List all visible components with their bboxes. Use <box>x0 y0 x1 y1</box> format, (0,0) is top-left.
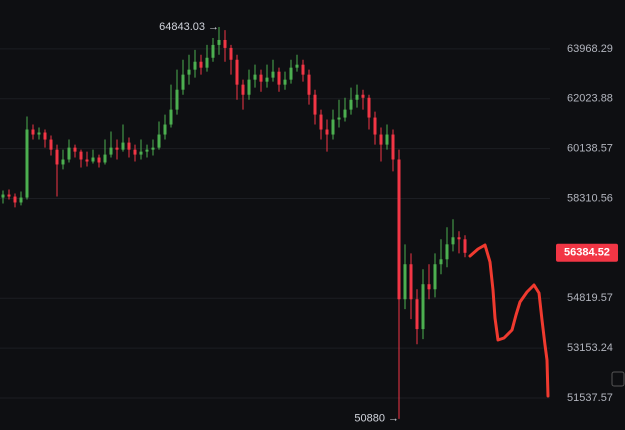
candle-body <box>31 129 35 135</box>
high-annotation: 64843.03 <box>159 21 205 33</box>
candle-body <box>103 154 107 163</box>
candle-body <box>67 147 71 160</box>
candle-body <box>379 134 383 145</box>
candle-body <box>283 79 287 85</box>
candle-body <box>259 74 263 82</box>
candle-body <box>121 142 125 150</box>
candle-body <box>175 89 179 110</box>
candle-body <box>289 67 293 80</box>
candle-body <box>193 61 197 70</box>
candle-body <box>445 244 449 260</box>
drawn-line <box>468 243 550 398</box>
candle-body <box>373 117 377 135</box>
candle-body <box>277 71 281 85</box>
candle-body <box>91 157 95 162</box>
candle-body <box>421 284 425 330</box>
low-annotation: 50880 <box>354 413 385 425</box>
candle-body <box>271 71 275 78</box>
candle-body <box>349 99 353 110</box>
candle-body <box>427 284 431 290</box>
y-tick-label: 51537.57 <box>567 392 613 404</box>
candle-body <box>253 74 257 80</box>
candle-body <box>301 64 305 75</box>
candle-body <box>319 114 323 130</box>
candle-body <box>211 44 215 58</box>
candle-body <box>43 132 47 140</box>
candle-body <box>343 109 347 118</box>
candle-body <box>385 134 389 145</box>
candle-body <box>115 147 119 150</box>
candle-body <box>415 299 419 330</box>
candle-body <box>223 39 227 48</box>
candle-body <box>337 117 341 120</box>
candle-body <box>187 69 191 75</box>
high-arrow: → <box>208 21 219 33</box>
candle-body <box>7 194 11 197</box>
y-tick-label: 53153.24 <box>567 342 613 354</box>
candle-body <box>331 119 335 135</box>
candle-body <box>307 74 311 95</box>
candle-body <box>139 151 143 155</box>
grid <box>0 48 550 399</box>
candles <box>1 26 467 419</box>
y-tick-label: 62023.88 <box>567 93 613 105</box>
candle-body <box>439 259 443 265</box>
y-tick-label: 54819.57 <box>567 292 613 304</box>
candle-body <box>19 197 23 203</box>
candle-body <box>295 64 299 68</box>
low-arrow: → <box>388 413 399 425</box>
candle-body <box>391 134 395 160</box>
candle-body <box>325 129 329 135</box>
candle-body <box>217 39 221 45</box>
candle-body <box>97 157 101 163</box>
candle-body <box>49 139 53 150</box>
candle-body <box>61 159 65 165</box>
candle-body <box>145 149 149 152</box>
candle-body <box>169 109 173 125</box>
candle-body <box>247 79 251 95</box>
candle-body <box>361 94 365 98</box>
candle-body <box>13 196 17 203</box>
candle-body <box>1 194 5 198</box>
candle-body <box>457 237 461 240</box>
candle-body <box>151 147 155 150</box>
candle-body <box>133 149 137 155</box>
candle-body <box>433 264 437 290</box>
candle-body <box>25 129 29 198</box>
candle-body <box>265 77 269 82</box>
y-tick-label: 63968.29 <box>567 43 613 55</box>
y-tick-label: 60138.57 <box>567 143 613 155</box>
candle-body <box>199 61 203 68</box>
candle-body <box>55 149 59 165</box>
candle-body <box>85 159 89 162</box>
scale-icon[interactable] <box>611 371 625 387</box>
candle-body <box>205 57 209 68</box>
candle-body <box>229 47 233 60</box>
candle-body <box>157 134 161 148</box>
candle-body <box>403 264 407 300</box>
candle-body <box>451 237 455 245</box>
candle-body <box>109 147 113 155</box>
candle-body <box>127 142 131 150</box>
candle-body <box>367 97 371 118</box>
candle-body <box>79 151 83 160</box>
candle-body <box>235 59 239 85</box>
candle-body <box>463 239 467 253</box>
price-label-box <box>556 243 618 262</box>
candle-body <box>313 94 317 115</box>
candle-body <box>73 147 77 152</box>
candle-body <box>163 124 167 135</box>
candle-body <box>241 84 245 95</box>
y-axis: 63968.29 62023.88 60138.57 58310.56 54819.57… <box>556 43 618 404</box>
candle-body <box>181 74 185 90</box>
candle-body <box>397 159 401 300</box>
candle-body <box>355 94 359 100</box>
candle-body <box>409 264 413 300</box>
price-label: 56384.52 <box>564 247 610 259</box>
candle-body <box>37 132 41 135</box>
y-tick-label: 58310.56 <box>567 192 613 204</box>
